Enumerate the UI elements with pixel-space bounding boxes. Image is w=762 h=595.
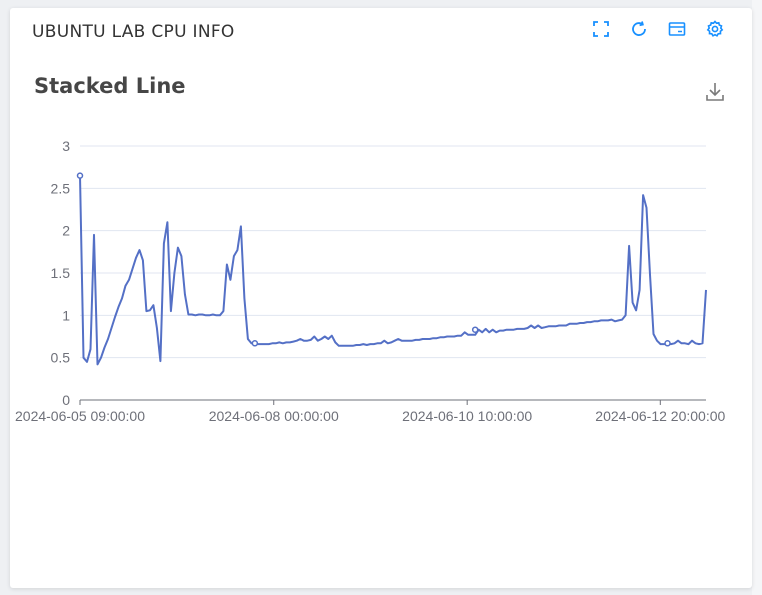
data-point[interactable] bbox=[664, 340, 671, 347]
gear-icon[interactable] bbox=[704, 18, 726, 40]
widget-title: UBUNTU LAB CPU INFO bbox=[32, 22, 235, 42]
fullscreen-icon[interactable] bbox=[590, 18, 612, 40]
series-line[interactable] bbox=[79, 175, 707, 366]
y-tick-label: 2 bbox=[62, 223, 70, 239]
chart-title: Stacked Line bbox=[34, 74, 186, 98]
y-tick-label: 3 bbox=[62, 138, 70, 154]
download-icon[interactable] bbox=[703, 80, 727, 104]
refresh-icon[interactable] bbox=[628, 18, 650, 40]
data-point[interactable] bbox=[471, 326, 479, 333]
y-tick-label: 0 bbox=[62, 392, 70, 408]
y-tick-label: 1 bbox=[62, 307, 70, 323]
x-tick-label: 2024-06-05 09:00:00 bbox=[15, 408, 145, 424]
line-chart: 0 0.5 1 1.5 2 2.5 3 2024-06-05 09:00:00 2024-06-… bbox=[15, 138, 726, 424]
x-tick-label: 2024-06-12 20:00:00 bbox=[595, 408, 725, 424]
y-tick-label: 1.5 bbox=[51, 265, 71, 281]
data-point[interactable] bbox=[251, 340, 259, 347]
cpu-info-widget: UBUNTU LAB CPU INFO St bbox=[10, 8, 752, 588]
x-tick-label: 2024-06-10 10:00:00 bbox=[402, 408, 532, 424]
data-point[interactable] bbox=[76, 172, 84, 179]
card-icon[interactable] bbox=[666, 18, 688, 40]
x-tick-label: 2024-06-08 00:00:00 bbox=[209, 408, 339, 424]
y-tick-label: 2.5 bbox=[51, 180, 71, 196]
widget-toolbar bbox=[590, 18, 726, 40]
y-tick-label: 0.5 bbox=[51, 350, 71, 366]
right-page-strip bbox=[752, 0, 762, 595]
